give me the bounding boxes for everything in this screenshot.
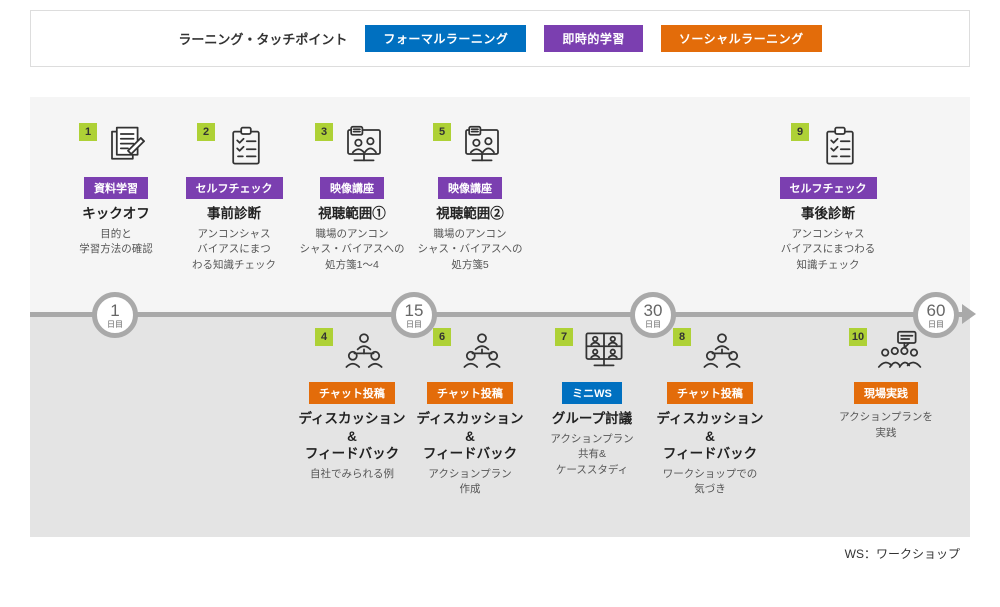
touchpoint-title: ディスカッション&フィードバック	[654, 410, 766, 463]
day-marker-15: 15 日目	[391, 292, 437, 338]
day-marker-30: 30 日目	[630, 292, 676, 338]
step-number: 7	[555, 328, 573, 346]
touchpoint-tag: 資料学習	[84, 177, 148, 199]
touchpoint-desc: アクションプランを実践	[830, 410, 942, 442]
touchpoint-desc: 職場のアンコンシャス・バイアスへの処方箋5	[414, 227, 526, 274]
legend-chip-2: ソーシャルラーニング	[661, 25, 822, 52]
touchpoint-desc: アンコンシャスバイアスにまつわる知識チェック	[178, 227, 290, 274]
touchpoint-tag: ミニWS	[562, 382, 622, 404]
touchpoint-desc: 職場のアンコンシャス・バイアスへの処方箋1～4	[296, 227, 408, 274]
touchpoint-4: 4 チャット投稿ディスカッション&フィードバック自社でみられる例	[296, 324, 408, 482]
touchpoint-desc: 自社でみられる例	[296, 467, 408, 483]
touchpoint-6: 6 チャット投稿ディスカッション&フィードバックアクションプラン作成	[414, 324, 526, 498]
video-icon	[457, 121, 507, 171]
day-label: 日目	[928, 321, 944, 329]
touchpoint-title: 事前診断	[178, 205, 290, 223]
step-number: 9	[791, 123, 809, 141]
touchpoint-8: 8 チャット投稿ディスカッション&フィードバックワークショップでの気づき	[654, 324, 766, 498]
touchpoint-tag: チャット投稿	[667, 382, 753, 404]
touchpoint-title: 事後診断	[772, 205, 884, 223]
touchpoint-tag: 映像講座	[438, 177, 502, 199]
discuss-icon	[873, 326, 923, 376]
touchpoint-title: 視聴範囲②	[414, 205, 526, 223]
day-num: 15	[405, 302, 424, 319]
touchpoint-9: 9 セルフチェック事後診断アンコンシャスバイアスにまつわる知識チェック	[772, 119, 884, 274]
touchpoint-title: ディスカッション&フィードバック	[414, 410, 526, 463]
touchpoint-desc: アクションプラン共有&ケーススタディ	[536, 432, 648, 479]
touchpoint-tag: チャット投稿	[427, 382, 513, 404]
day-num: 1	[110, 302, 119, 319]
day-num: 60	[927, 302, 946, 319]
touchpoint-desc: 目的と学習方法の確認	[60, 227, 172, 259]
day-label: 日目	[107, 321, 123, 329]
group-icon	[339, 326, 389, 376]
touchpoint-title: ディスカッション&フィードバック	[296, 410, 408, 463]
touchpoint-tag: セルフチェック	[186, 177, 283, 199]
step-number: 10	[849, 328, 867, 346]
touchpoint-desc: ワークショップでの気づき	[654, 467, 766, 499]
step-number: 6	[433, 328, 451, 346]
touchpoint-title: グループ討議	[536, 410, 648, 428]
touchpoint-7: 7 ミニWS グループ討議アクションプラン共有&ケーススタディ	[536, 324, 648, 479]
day-label: 日目	[406, 321, 422, 329]
step-number: 4	[315, 328, 333, 346]
group-icon	[457, 326, 507, 376]
touchpoint-desc: アンコンシャスバイアスにまつわる知識チェック	[772, 227, 884, 274]
day-marker-1: 1 日目	[92, 292, 138, 338]
touchpoint-title: キックオフ	[60, 205, 172, 223]
touchpoint-10: 10 現場実践アクションプランを実践	[830, 324, 942, 442]
day-num: 30	[644, 302, 663, 319]
touchpoint-tag: セルフチェック	[780, 177, 877, 199]
group-icon	[697, 326, 747, 376]
day-marker-60: 60 日目	[913, 292, 959, 338]
video-icon	[339, 121, 389, 171]
meeting-icon	[579, 326, 629, 376]
check-icon	[815, 121, 865, 171]
touchpoint-3: 3 映像講座視聴範囲① 職場のアンコンシャス・バイアスへの処方箋1～4	[296, 119, 408, 274]
timeline: 1 日目 15 日目 30 日目 60 日目 1 資料学習キックオフ目的と学習方法の確認 2 セルフ…	[30, 97, 970, 537]
step-number: 8	[673, 328, 691, 346]
legend-title: ラーニング・タッチポイント	[178, 29, 347, 48]
touchpoint-tag: チャット投稿	[309, 382, 395, 404]
touchpoint-desc: アクションプラン作成	[414, 467, 526, 499]
legend-chip-1: 即時的学習	[544, 25, 643, 52]
timeline-arrowhead	[962, 304, 976, 324]
touchpoint-tag: 映像講座	[320, 177, 384, 199]
touchpoint-title: 視聴範囲①	[296, 205, 408, 223]
timeline-axis	[30, 312, 970, 317]
legend: ラーニング・タッチポイント フォーマルラーニング即時的学習ソーシャルラーニング	[30, 10, 970, 67]
touchpoint-1: 1 資料学習キックオフ目的と学習方法の確認	[60, 119, 172, 258]
touchpoint-tag: 現場実践	[854, 382, 918, 404]
doc-icon	[103, 121, 153, 171]
step-number: 2	[197, 123, 215, 141]
step-number: 3	[315, 123, 333, 141]
day-label: 日目	[645, 321, 661, 329]
touchpoint-2: 2 セルフチェック事前診断アンコンシャスバイアスにまつわる知識チェック	[178, 119, 290, 274]
touchpoint-5: 5 映像講座視聴範囲② 職場のアンコンシャス・バイアスへの処方箋5	[414, 119, 526, 274]
check-icon	[221, 121, 271, 171]
step-number: 1	[79, 123, 97, 141]
legend-chip-0: フォーマルラーニング	[365, 25, 526, 52]
footnote: WS：ワークショップ	[30, 545, 970, 562]
step-number: 5	[433, 123, 451, 141]
